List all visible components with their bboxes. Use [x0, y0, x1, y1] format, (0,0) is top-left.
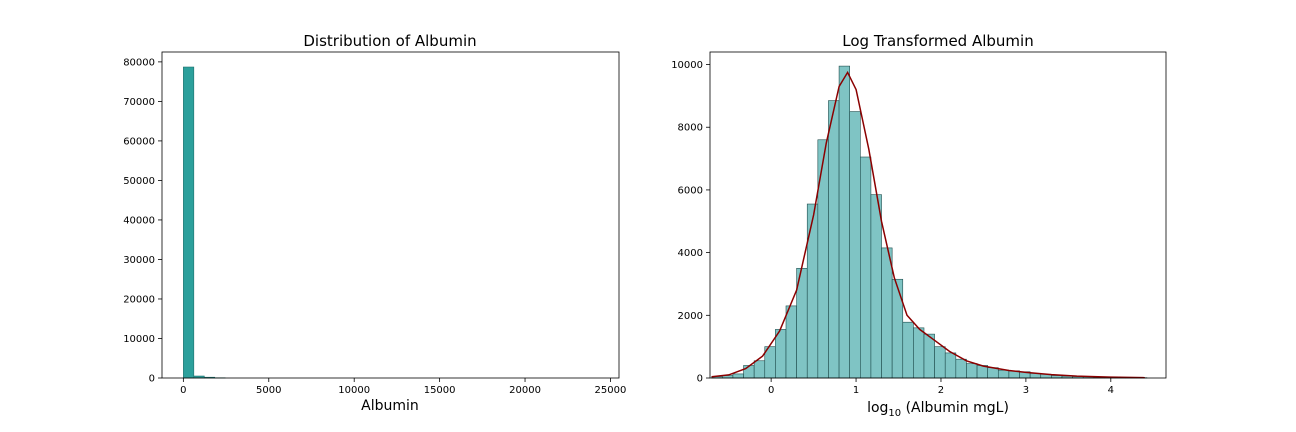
histogram-bar — [934, 346, 946, 379]
plot-frame — [709, 51, 1167, 379]
histogram-bar — [860, 156, 872, 379]
x-tick-label: 4 — [1108, 385, 1114, 396]
kde-curve — [711, 70, 1145, 379]
y-axis-ticks: 0 2000 4000 6000 8000 10000 — [671, 60, 710, 385]
histogram-bar — [828, 100, 840, 379]
y-tick-label: 60000 — [123, 136, 155, 147]
x-axis-label: Albumin — [361, 398, 419, 414]
y-tick-label: 40000 — [123, 215, 155, 226]
histogram-bar — [902, 321, 914, 379]
x-tick-label: 15000 — [424, 385, 456, 396]
plot-frame — [161, 51, 620, 379]
x-tick-label: 2 — [938, 385, 944, 396]
y-tick-label: 2000 — [678, 311, 703, 322]
y-tick-label: 70000 — [123, 97, 155, 108]
x-tick-label: 0 — [768, 385, 774, 396]
histogram-bar — [785, 305, 797, 379]
x-tick-label: 3 — [1023, 385, 1029, 396]
albumin-histogram-chart: Distribution of Albumin 0 5000 10000 15000 2… — [123, 32, 626, 414]
histogram-bar — [183, 66, 195, 379]
y-tick-label: 30000 — [123, 255, 155, 266]
histogram-bar — [817, 139, 829, 379]
histogram-bar — [881, 247, 893, 379]
log-albumin-histogram-chart: Log Transformed Albumin 0 1 2 3 4 0 2000 4000 6… — [671, 32, 1167, 419]
x-axis-label: log10 (Albumin mgL) — [867, 400, 1009, 419]
histogram-bar — [944, 352, 957, 379]
y-tick-label: 50000 — [123, 176, 155, 187]
x-tick-label: 0 — [180, 385, 186, 396]
y-tick-label: 80000 — [123, 57, 155, 68]
x-tick-label: 25000 — [595, 385, 627, 396]
x-tick-label: 20000 — [509, 385, 541, 396]
histogram-bar — [997, 369, 1010, 379]
histogram-bar — [891, 278, 904, 379]
histogram-bar — [870, 194, 882, 379]
histogram-bar — [743, 365, 755, 379]
y-tick-label: 0 — [149, 374, 155, 385]
y-tick-label: 0 — [697, 374, 703, 385]
bars-group — [183, 66, 226, 379]
y-tick-label: 10000 — [123, 334, 155, 345]
histogram-bar — [955, 358, 967, 379]
histogram-bar — [913, 327, 925, 379]
x-axis-ticks: 0 1 2 3 4 — [768, 378, 1114, 396]
x-tick-label: 5000 — [256, 385, 281, 396]
y-axis-ticks: 0 10000 20000 30000 40000 50000 60000 70000 8000… — [123, 57, 162, 385]
y-tick-label: 8000 — [678, 123, 703, 134]
x-tick-label: 10000 — [338, 385, 370, 396]
bars-group — [711, 65, 1148, 379]
histogram-bar — [923, 333, 935, 379]
x-axis-ticks: 0 5000 10000 15000 20000 25000 — [180, 378, 626, 396]
histogram-bar — [838, 65, 850, 379]
y-tick-label: 20000 — [123, 294, 155, 305]
histogram-bar — [987, 367, 999, 379]
x-tick-label: 1 — [853, 385, 859, 396]
y-tick-label: 6000 — [678, 185, 703, 196]
histogram-bar — [806, 203, 819, 379]
chart-title: Distribution of Albumin — [303, 32, 476, 50]
histogram-bar — [966, 363, 978, 379]
histogram-bar — [976, 365, 988, 379]
histogram-bar — [732, 373, 744, 379]
histogram-bar — [775, 329, 787, 379]
y-tick-label: 10000 — [671, 60, 703, 71]
chart-title: Log Transformed Albumin — [842, 32, 1033, 50]
histogram-bar — [753, 360, 766, 379]
histogram-bar — [849, 111, 861, 379]
y-tick-label: 4000 — [678, 248, 703, 259]
